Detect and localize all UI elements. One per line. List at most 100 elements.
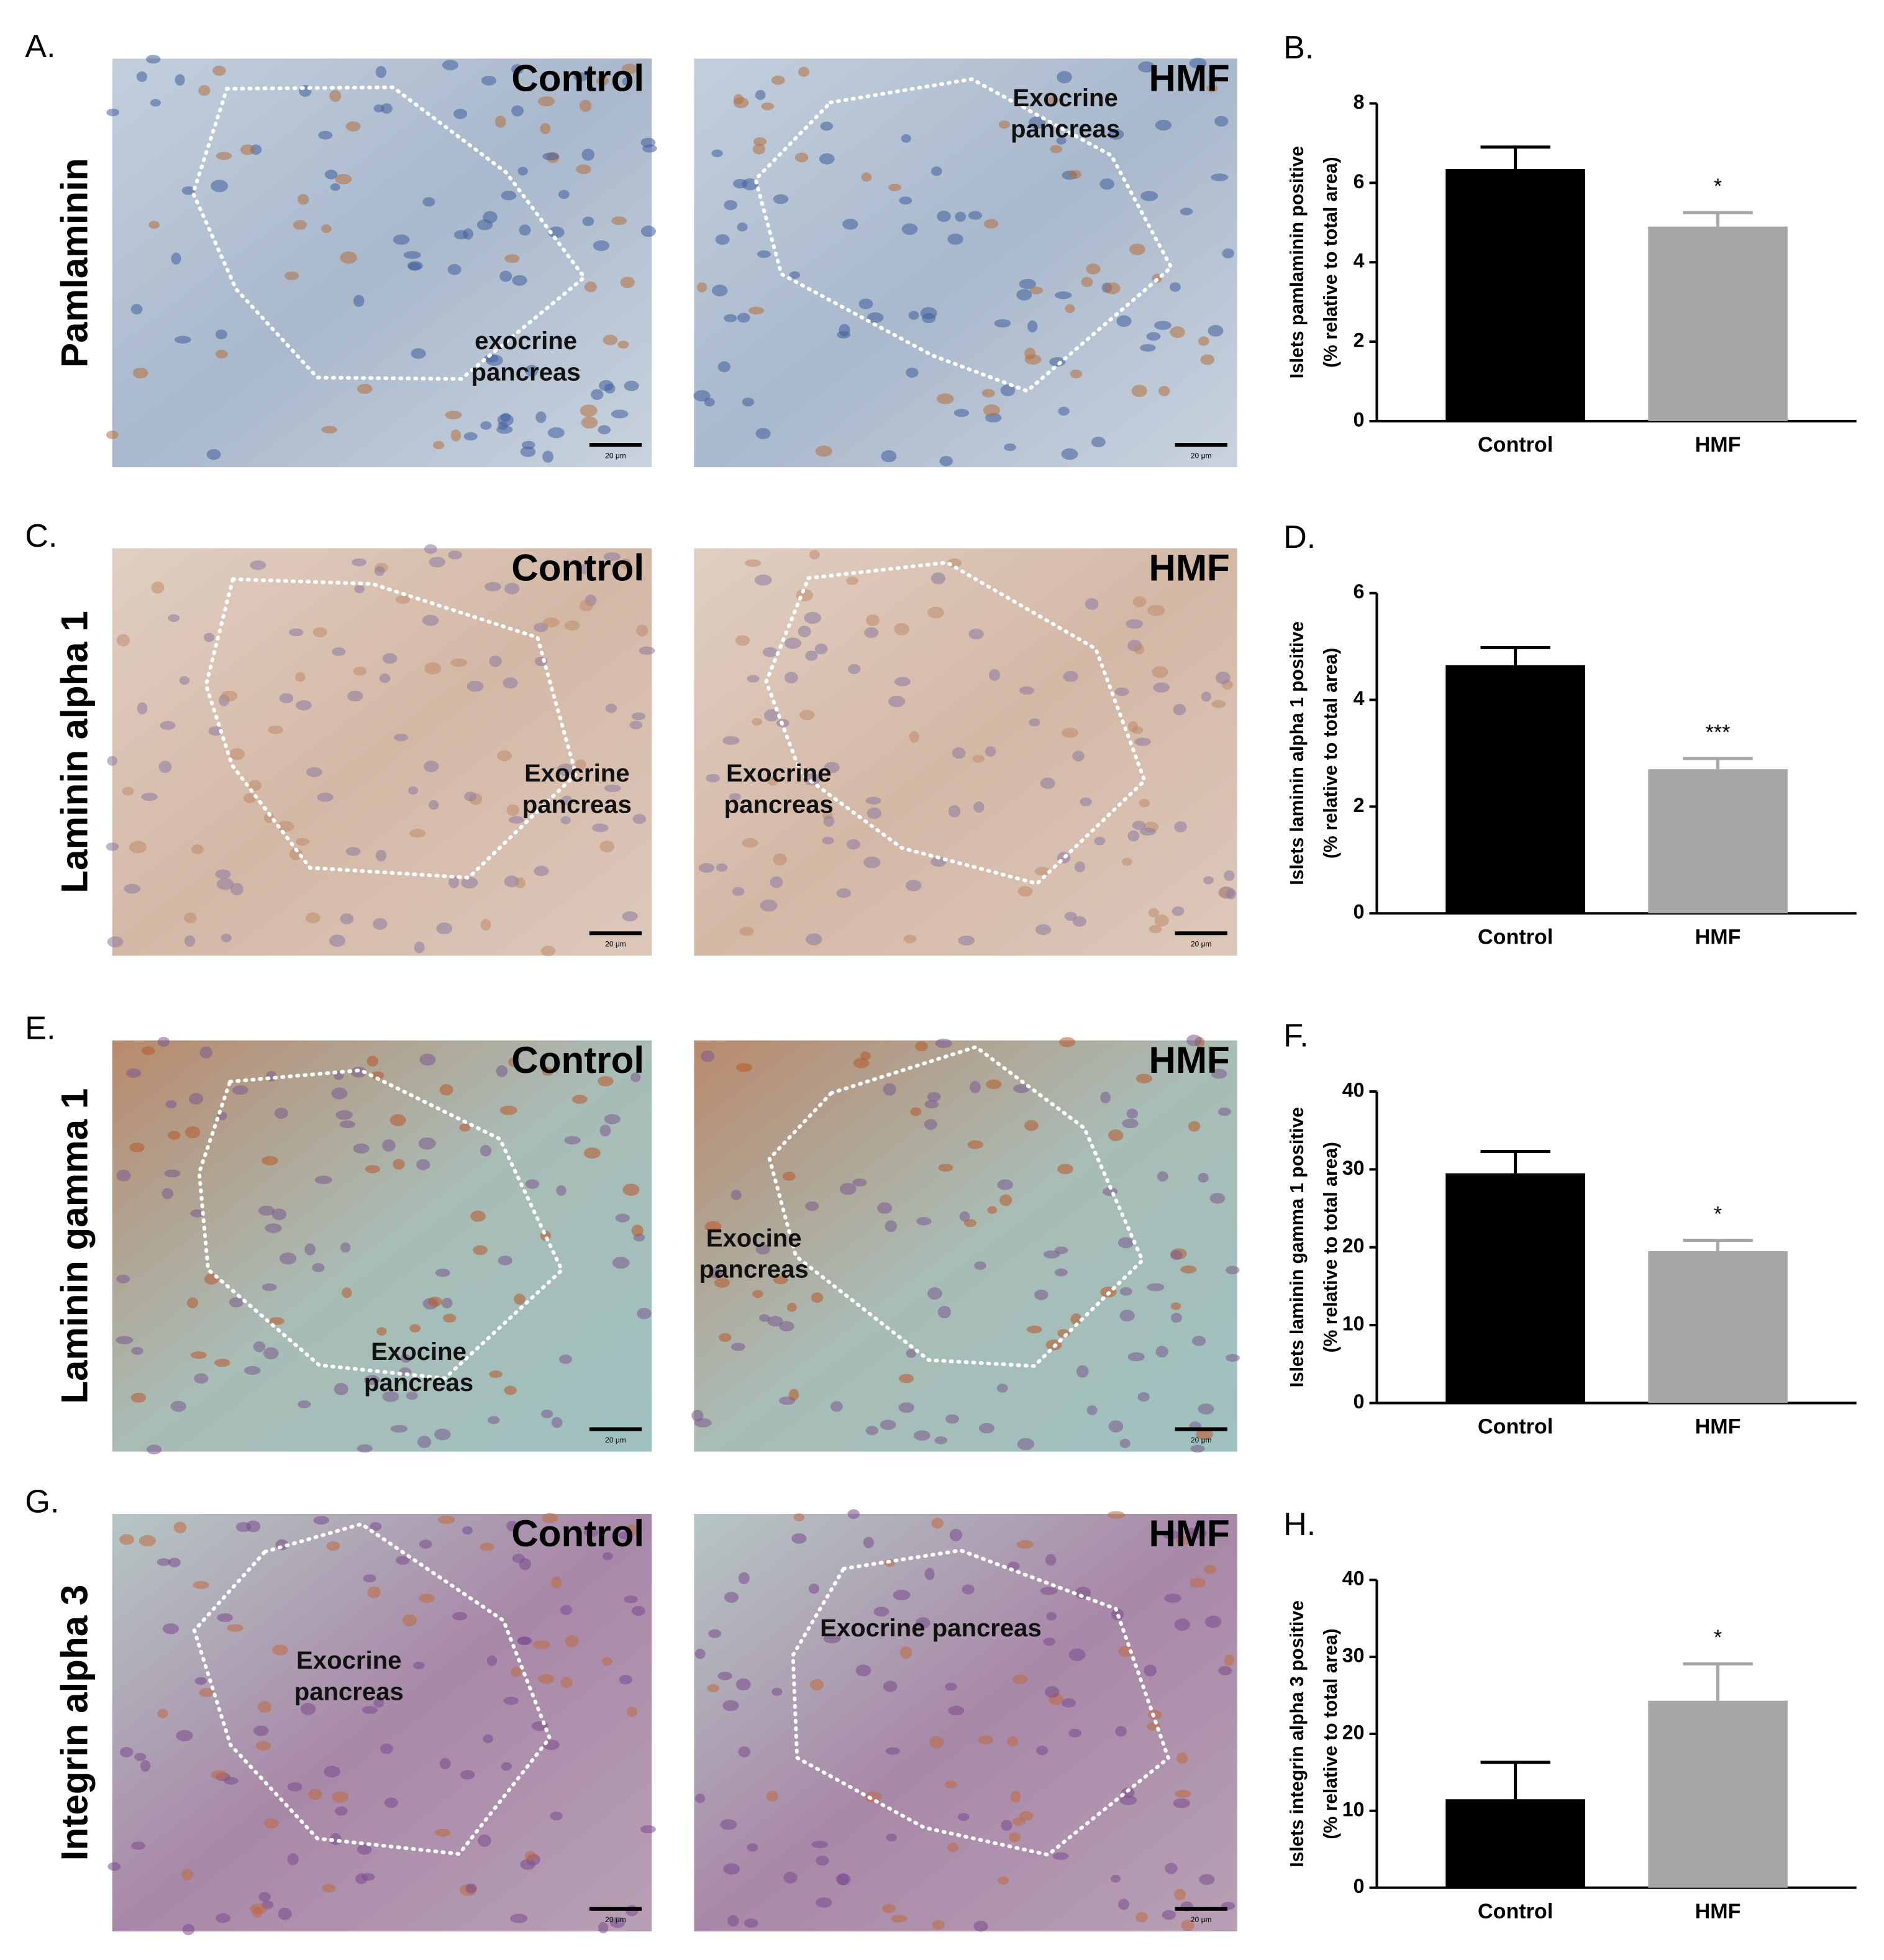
cell-nucleus (1147, 604, 1165, 616)
cell-nucleus (785, 672, 798, 684)
cell-nucleus (464, 791, 477, 801)
cell-nucleus (701, 1050, 715, 1062)
cell-nucleus (216, 152, 232, 160)
y-axis-label: Islets integrin alpha 3 positive (1287, 1600, 1308, 1867)
cell-nucleus (353, 667, 367, 676)
cell-nucleus (347, 690, 363, 702)
cell-nucleus (773, 853, 787, 866)
panel-letter: B. (1283, 30, 1314, 66)
cell-nucleus (1061, 448, 1078, 460)
cell-nucleus (480, 919, 491, 931)
cell-nucleus (252, 1907, 263, 1918)
x-tick-label: Control (1478, 1415, 1553, 1439)
cell-nucleus (162, 1623, 180, 1634)
cell-nucleus (486, 1655, 498, 1666)
cell-nucleus (1170, 326, 1185, 339)
cell-nucleus (724, 314, 737, 322)
cell-nucleus (742, 838, 758, 848)
cell-nucleus (171, 252, 181, 265)
cell-nucleus (561, 795, 573, 806)
cell-nucleus (406, 1392, 418, 1400)
bar (1445, 1799, 1585, 1888)
cell-nucleus (514, 1293, 526, 1305)
cell-nucleus (747, 1843, 758, 1852)
panel-letter: D. (1283, 519, 1316, 555)
cell-nucleus (564, 620, 580, 631)
cell-nucleus (512, 275, 527, 286)
cell-nucleus (1201, 691, 1211, 702)
cell-nucleus (1139, 827, 1157, 836)
cell-nucleus (198, 85, 211, 96)
cell-nucleus (551, 1416, 563, 1428)
cell-nucleus (729, 793, 741, 801)
cell-nucleus (603, 334, 618, 345)
cell-nucleus (364, 1375, 380, 1385)
cell-nucleus (948, 805, 961, 818)
cell-nucleus (1155, 1346, 1168, 1357)
cell-nucleus (864, 627, 879, 639)
cell-nucleus (130, 1392, 147, 1403)
cell-nucleus (129, 1142, 145, 1152)
cell-nucleus (418, 1137, 436, 1150)
cell-nucleus (504, 1385, 517, 1395)
cell-nucleus (962, 1584, 975, 1595)
cell-nucleus (1162, 1910, 1176, 1920)
cell-nucleus (162, 1188, 174, 1200)
cell-nucleus (622, 911, 638, 922)
panel-letter: H. (1283, 1506, 1316, 1543)
cell-nucleus (130, 304, 143, 315)
cell-nucleus (1029, 718, 1040, 727)
cell-nucleus (390, 1424, 408, 1433)
cell-nucleus (288, 628, 304, 637)
cell-nucleus (794, 152, 809, 163)
cell-nucleus (1135, 1912, 1148, 1923)
cell-nucleus (416, 1159, 430, 1170)
cell-nucleus (805, 650, 818, 661)
cell-nucleus (908, 311, 919, 320)
cell-nucleus (1001, 1820, 1013, 1831)
cell-nucleus (181, 1869, 193, 1880)
islet-outline (753, 77, 1174, 393)
cell-nucleus (494, 116, 506, 128)
scale-label: 20 μm (605, 451, 626, 460)
cell-nucleus (891, 1915, 908, 1923)
cell-nucleus (263, 1818, 279, 1829)
cell-nucleus (160, 721, 176, 730)
y-tick-label: 0 (1354, 1875, 1365, 1897)
cell-nucleus (511, 1667, 522, 1677)
cell-nucleus (453, 109, 468, 119)
cell-nucleus (331, 1792, 349, 1803)
cell-nucleus (1008, 1832, 1021, 1843)
cell-nucleus (396, 595, 411, 604)
cell-nucleus (903, 934, 917, 944)
cell-nucleus (1086, 263, 1101, 275)
cell-nucleus (1206, 84, 1218, 93)
cell-nucleus (957, 1813, 970, 1821)
cell-nucleus (1024, 1119, 1039, 1131)
cell-nucleus (805, 933, 822, 946)
cell-nucleus (188, 1093, 204, 1105)
cell-nucleus (1204, 1564, 1216, 1574)
cell-nucleus (1070, 369, 1083, 378)
cell-nucleus (852, 1178, 867, 1187)
cell-nucleus (754, 574, 772, 586)
cell-nucleus (1045, 1686, 1060, 1698)
cell-nucleus (167, 1131, 181, 1140)
y-tick-label: 40 (1342, 1567, 1365, 1590)
cell-nucleus (335, 1806, 348, 1816)
y-axis-label: (% relative to total area) (1321, 648, 1341, 859)
cell-nucleus (131, 1841, 146, 1850)
cell-nucleus (1068, 1648, 1086, 1661)
cell-nucleus (723, 1863, 740, 1875)
cell-nucleus (370, 1071, 385, 1080)
cell-nucleus (983, 404, 1000, 417)
cell-nucleus (637, 1308, 652, 1320)
cell-nucleus (503, 677, 518, 689)
cell-nucleus (1149, 925, 1162, 934)
cell-nucleus (1061, 1698, 1076, 1708)
cell-nucleus (824, 762, 840, 773)
image-note: Exocrine (1013, 84, 1117, 112)
cell-nucleus (151, 581, 165, 594)
islet-outline (191, 85, 587, 381)
cell-nucleus (439, 1084, 453, 1096)
